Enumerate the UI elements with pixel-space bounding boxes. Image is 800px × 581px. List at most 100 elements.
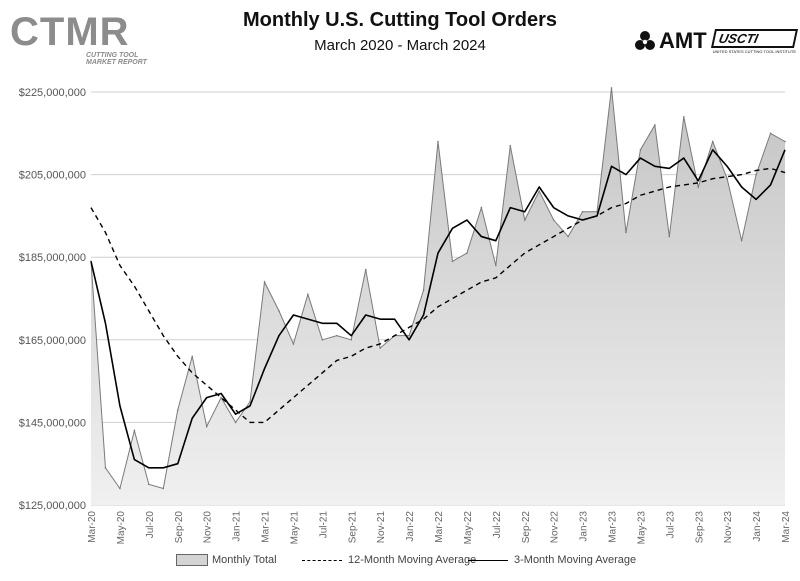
x-tick-label: May-23 [636,511,647,545]
legend: Monthly Total 12-Month Moving Average 3-… [0,554,800,572]
monthly-total-point [263,281,266,283]
monthly-total-point [466,252,468,254]
x-tick-label: Jul-20 [145,511,156,539]
twelve-month-average-line [90,167,786,424]
x-tick-label: Jan-22 [405,511,416,542]
monthly-total-area-layer [90,87,786,506]
x-tick-label: Mar-23 [608,511,619,543]
x-tick-label: Nov-21 [376,511,387,544]
monthly-total-point [495,264,497,267]
y-tick-label: $205,000,000 [19,170,86,182]
monthly-total-point [422,289,425,292]
three-month-average-line [90,149,786,469]
ctmr-logo-text: CTMR [10,10,130,54]
x-tick-label: Mar-21 [261,511,272,543]
x-tick-label: Nov-23 [723,511,734,544]
monthly-total-point [639,149,642,151]
x-tick-label: Sep-22 [521,511,532,544]
legend-swatch-solid [468,559,508,561]
amt-logo-text: AMT [659,28,707,53]
monthly-total-point [726,177,728,180]
partner-logos: AMT USCTI UNITED STATES CUTTING TOOL INS… [634,28,799,54]
x-tick-label: Mar-22 [434,511,445,543]
legend-item-3-month: 3-Month Moving Average [468,554,636,566]
monthly-total-point [249,400,251,403]
y-tick-label: $165,000,000 [19,335,86,347]
monthly-total-point [451,260,454,263]
y-tick-label: $225,000,000 [19,87,86,99]
monthly-total-point [610,87,613,89]
monthly-total-point [784,140,786,143]
monthly-total-point [567,235,569,238]
monthly-total-point [581,210,584,213]
monthly-total-point [148,483,150,486]
monthly-total-point [480,206,483,209]
monthly-total-point [104,467,107,469]
monthly-total-point [740,239,743,242]
x-tick-label: May-21 [289,511,300,545]
x-tick-label: Nov-22 [550,511,561,544]
monthly-total-point [162,487,165,490]
x-tick-label: Jul-22 [492,511,503,539]
x-tick-label: Jan-23 [579,511,590,542]
y-tick-label: $125,000,000 [19,500,86,512]
monthly-total-point [191,355,194,358]
legend-swatch-dashed [302,559,342,561]
chart-title: Monthly U.S. Cutting Tool Orders [242,9,558,31]
monthly-total-point [682,115,685,118]
x-tick-label: May-20 [116,511,127,545]
monthly-total-point [697,186,700,188]
monthly-total-point [220,396,222,399]
monthly-total-point [335,334,338,337]
legend-label-12-month: 12-Month Moving Average [348,554,477,566]
x-tick-label: Jul-21 [318,511,329,539]
monthly-total-point [625,231,627,234]
ctmr-logo: CTMR CUTTING TOOL MARKET REPORT [10,12,147,66]
monthly-total-point [668,235,671,238]
monthly-total-point [350,339,353,341]
x-tick-label: May-22 [463,511,474,545]
uscti-logo-text: USCTI [710,28,799,48]
monthly-total-point [755,173,757,176]
chart-subtitle: March 2020 - March 2024 [314,37,486,54]
uscti-logo: USCTI UNITED STATES CUTTING TOOL INSTITU… [710,28,799,54]
monthly-total-point [119,487,121,490]
monthly-total-point [364,268,367,271]
monthly-total-area [91,87,785,506]
monthly-total-point [176,409,179,411]
monthly-total-point [523,219,526,221]
monthly-total-point [654,124,656,126]
legend-swatch-area [176,554,208,566]
monthly-total-point [234,421,237,424]
ctmr-logo-sub2: MARKET REPORT [86,59,147,66]
x-tick-label: Sep-21 [347,511,358,544]
x-tick-label: Sep-23 [694,511,705,544]
monthly-total-point [292,343,295,345]
monthly-total-point [133,429,136,432]
y-axis: $125,000,000 $145,000,000 $165,000,000 $185… [19,87,86,512]
x-tick-label: Nov-20 [203,511,214,544]
x-tick-label: Jul-23 [665,511,676,539]
y-tick-label: $145,000,000 [19,417,86,429]
monthly-total-point [711,140,714,143]
y-tick-label: $185,000,000 [19,252,86,264]
x-tick-label: Mar-24 [781,511,792,543]
x-tick-label: Jan-21 [232,511,243,542]
monthly-total-point [769,132,772,135]
amt-logo-icon [635,31,655,50]
monthly-total-point [408,334,410,337]
monthly-total-point [278,310,280,312]
legend-item-12-month: 12-Month Moving Average [302,554,476,566]
monthly-total-point [437,140,439,143]
x-tick-label: Jan-24 [752,511,763,542]
legend-label-monthly-total: Monthly Total [212,554,277,566]
moving-average-lines [90,149,786,469]
legend-item-monthly-total: Monthly Total [176,554,277,566]
monthly-total-point [509,144,512,147]
monthly-total-point [307,293,309,296]
legend-label-3-month: 3-Month Moving Average [514,554,637,566]
monthly-total-point [552,219,555,221]
x-tick-label: Sep-20 [174,511,185,544]
x-tick-label: Mar-20 [87,511,98,543]
